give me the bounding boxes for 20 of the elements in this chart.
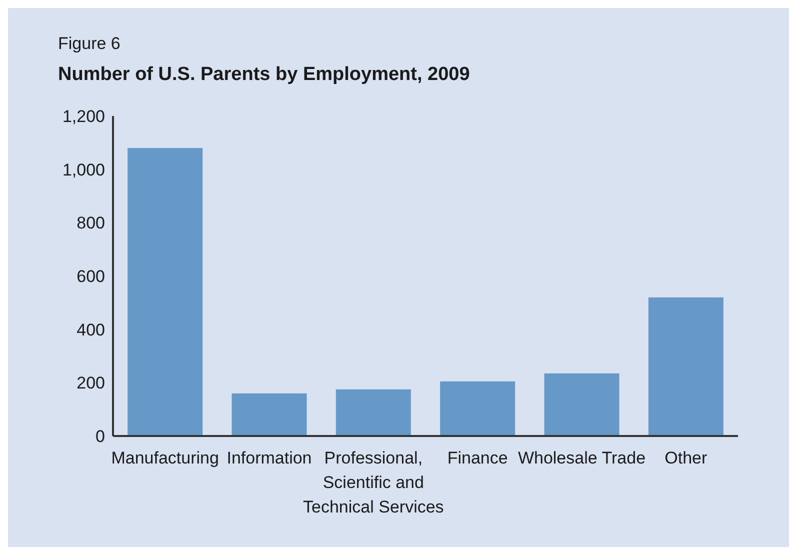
x-tick-label: Manufacturing	[111, 448, 219, 468]
x-tick-label: Other	[664, 448, 708, 468]
chart-title: Number of U.S. Parents by Employment, 2009	[58, 64, 470, 86]
chart-subtitle: Figure 6	[58, 34, 120, 54]
y-tick-label: 400	[76, 320, 105, 340]
y-tick-label: 800	[76, 214, 105, 233]
y-tick-label: 200	[76, 374, 105, 393]
y-tick-label: 0	[96, 427, 105, 446]
x-tick-label: Wholesale Trade	[518, 448, 646, 468]
x-tick-label: Information	[226, 448, 312, 468]
bar	[128, 148, 203, 436]
bar	[336, 389, 411, 436]
y-tick-label: 600	[76, 267, 105, 286]
bar	[648, 297, 724, 436]
x-tick-label: Finance	[447, 448, 508, 468]
bar	[232, 393, 307, 436]
bar	[544, 373, 620, 436]
bar	[440, 381, 516, 436]
y-tick-label: 1,200	[62, 107, 105, 126]
y-tick-label: 1,000	[62, 160, 105, 180]
